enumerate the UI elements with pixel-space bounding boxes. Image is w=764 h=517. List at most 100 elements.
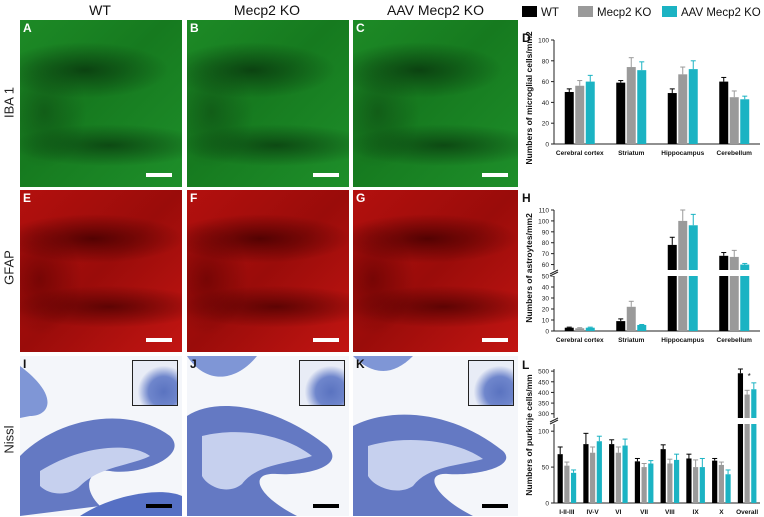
bar-aav-mecp2-ko — [585, 81, 595, 144]
bar-wt — [686, 458, 692, 503]
panel-label-g: G — [356, 191, 366, 205]
panel-label-h: H — [522, 191, 531, 205]
panel-label-j: J — [190, 357, 197, 371]
bar-aav-mecp2-ko — [688, 225, 698, 331]
bar-mecp2-ko — [693, 467, 699, 503]
bar-mecp2-ko — [564, 465, 570, 503]
y-tick-label: 50 — [542, 465, 550, 472]
y-tick-label: 100 — [538, 429, 549, 436]
y-tick-label: 300 — [538, 411, 549, 418]
legend-label-wt: WT — [541, 7, 559, 19]
y-tick-label: 100 — [538, 218, 549, 225]
axis-break-gap — [550, 418, 762, 424]
legend-label-ko: Mecp2 KO — [597, 7, 652, 19]
y-tick-label: 0 — [545, 329, 549, 336]
scale-bar — [146, 504, 172, 508]
bar-aav-mecp2-ko — [740, 99, 750, 144]
bar-aav-mecp2-ko — [699, 467, 705, 503]
x-tick-label: Striatum — [618, 150, 645, 157]
y-tick-label: 90 — [542, 229, 550, 236]
bar-mecp2-ko — [575, 85, 585, 144]
bar-aav-mecp2-ko — [570, 472, 577, 503]
y-tick-label: 40 — [542, 100, 550, 107]
chart-h-astrocytes: H Numbers of astroytes/mm2 0 10 20 30 40 50 60 70… — [522, 191, 762, 344]
bar-wt — [583, 444, 589, 503]
panel-f-image: F — [187, 190, 349, 352]
y-tick-label: 0 — [545, 501, 549, 508]
y-tick-label: 110 — [539, 208, 550, 215]
col-header-mecp2-ko: Mecp2 KO — [233, 2, 301, 18]
nissl-tissue-j — [187, 356, 333, 516]
scale-bar — [313, 504, 339, 508]
y-tick-label: 450 — [538, 379, 549, 386]
axis-break-mark — [549, 419, 559, 425]
y-tick-label: 100 — [538, 38, 549, 45]
y-tick-label: 20 — [542, 121, 550, 128]
bar-mecp2-ko — [626, 306, 636, 331]
bar-aav-mecp2-ko — [637, 324, 647, 331]
bar-aav-mecp2-ko — [585, 327, 595, 331]
row-header-iba1: IBA 1 — [1, 86, 17, 119]
panel-e-image: E — [20, 190, 182, 352]
legend-item-wt: WT — [522, 6, 559, 19]
axis-break-mark — [549, 417, 559, 423]
inset-box — [299, 360, 345, 406]
x-tick-label: Striatum — [618, 337, 645, 344]
bar-mecp2-ko — [729, 256, 739, 331]
bar-wt — [616, 321, 626, 331]
axis-break-mark — [549, 271, 559, 277]
inset-box — [468, 360, 514, 406]
bar-aav-mecp2-ko — [751, 389, 757, 503]
panel-b-image: B — [187, 20, 349, 187]
scale-bar — [482, 504, 508, 508]
bar-mecp2-ko — [744, 394, 750, 503]
legend-item-ko: Mecp2 KO — [578, 6, 651, 19]
y-axis-label: Numbers of astroytes/mm2 — [524, 213, 534, 323]
bar-wt — [616, 82, 626, 144]
bar-mecp2-ko — [641, 467, 647, 503]
panel-label-l: L — [522, 358, 529, 372]
panel-label-i: I — [23, 357, 27, 371]
axis-break-gap — [550, 270, 762, 276]
x-tick-label: IX — [693, 509, 700, 516]
y-tick-label: 40 — [542, 285, 550, 292]
y-tick-label: 400 — [538, 390, 549, 397]
panel-i-image: I — [20, 356, 182, 516]
bar-mecp2-ko — [729, 97, 739, 144]
scale-bar — [146, 338, 172, 342]
x-tick-label: I-II-III — [559, 509, 574, 516]
x-tick-label: IV-V — [586, 509, 599, 516]
bar-wt — [667, 244, 677, 331]
chart-legend: WT Mecp2 KO AAV Mecp2 KO — [522, 6, 764, 22]
axis-break-mark — [549, 269, 559, 275]
panel-label-b: B — [190, 21, 199, 35]
legend-swatch-ko — [578, 6, 593, 17]
bar-aav-mecp2-ko — [637, 70, 647, 144]
panel-j-image: J — [187, 356, 349, 516]
bar-mecp2-ko — [626, 67, 636, 144]
col-header-aav: AAV Mecp2 KO — [386, 2, 484, 18]
y-tick-label: 70 — [542, 251, 550, 258]
bar-aav-mecp2-ko — [725, 474, 731, 503]
bar-wt — [609, 444, 615, 503]
bar-wt — [634, 461, 641, 503]
bar-wt — [557, 454, 563, 503]
y-tick-label: 80 — [542, 58, 550, 65]
y-axis-label: Numbers of purkinje cells/mm — [524, 374, 534, 496]
x-tick-label: Overall — [736, 509, 758, 516]
scale-bar — [313, 173, 339, 177]
panel-label-k: K — [356, 357, 365, 371]
x-tick-label: VIII — [665, 509, 675, 516]
bar-mecp2-ko — [718, 464, 724, 503]
bar-wt — [719, 255, 729, 331]
bar-aav-mecp2-ko — [648, 463, 654, 503]
bar-aav-mecp2-ko — [740, 264, 750, 331]
bar-wt — [712, 460, 718, 503]
bar-wt — [719, 81, 729, 144]
legend-swatch-wt — [522, 6, 537, 17]
bar-wt — [667, 93, 677, 144]
scale-bar — [313, 338, 339, 342]
panel-label-f: F — [190, 191, 198, 205]
y-tick-label: 0 — [545, 142, 549, 149]
